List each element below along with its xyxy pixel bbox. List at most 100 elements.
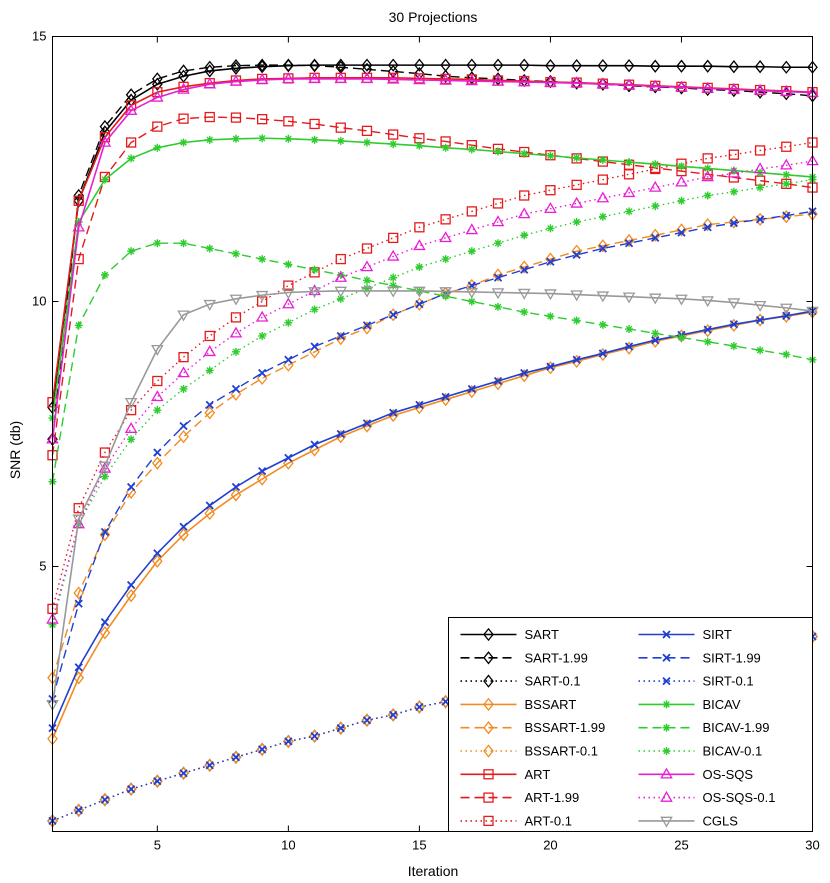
data-point-bssart-1-99 [99, 528, 111, 542]
data-point-sirt [126, 580, 136, 590]
data-point-cgls [544, 289, 557, 301]
data-point-os-sqs-0-1 [413, 239, 426, 251]
data-point-art-0-1 [283, 280, 294, 291]
data-point-bicav-0-1 [546, 224, 555, 233]
data-point-bicav [310, 135, 319, 144]
legend-marker [483, 792, 494, 803]
data-point-bicav-1-99 [494, 302, 503, 311]
data-point-cgls [360, 286, 374, 298]
data-point-os-sqs [255, 73, 269, 85]
data-point-bicav-1-99 [153, 239, 162, 248]
series-sart-1-99 [47, 58, 818, 446]
legend-label: SART-0.1 [525, 674, 581, 689]
data-point-art-0-1 [702, 153, 713, 164]
data-point-bssart-1-99 [73, 586, 85, 600]
data-point-os-sqs-0-1 [779, 158, 793, 170]
data-point-os-sqs [465, 74, 479, 86]
legend-entry-art-0-1: ART-0.1 [460, 813, 572, 828]
data-point-bicav-1-99 [74, 321, 83, 330]
data-point-os-sqs [753, 83, 767, 95]
data-point-art-1-99 [283, 116, 294, 127]
series-line-bicav-1-99 [51, 242, 813, 482]
data-point-bicav [520, 149, 529, 158]
x-tick-label: 30 [805, 838, 819, 853]
legend-entry-bssart-0-1: BSSART-0.1 [460, 744, 598, 759]
data-point-sirt-1-99 [153, 448, 162, 457]
data-point-cgls [517, 288, 531, 300]
data-point-bicav-0-1 [598, 212, 607, 221]
data-point-bicav [284, 134, 293, 143]
legend-marker [483, 674, 494, 688]
legend-label: ART-0.1 [525, 813, 572, 828]
data-point-sirt-1-99 [310, 342, 319, 351]
data-point-bicav [572, 153, 581, 162]
data-point-sirt-1-99 [782, 211, 791, 220]
data-point-bicav-1-99 [389, 281, 398, 290]
legend-marker [662, 630, 671, 639]
plot-area-frame [52, 36, 813, 832]
data-point-bssart-1-99 [597, 239, 609, 253]
data-point-sart [518, 58, 530, 72]
data-point-sirt [415, 400, 424, 409]
data-point-bicav-1-99 [782, 350, 791, 359]
data-point-sirt-1-99 [179, 421, 188, 431]
data-point-sirt [74, 663, 83, 672]
data-point-cgls [570, 290, 583, 302]
data-point-os-sqs-0-1 [439, 231, 452, 243]
series-bicav-0-1 [48, 175, 817, 629]
data-point-os-sqs [308, 72, 321, 84]
data-point-art-1-99 [125, 137, 137, 148]
legend-label: BICAV-0.1 [703, 744, 763, 759]
data-point-bssart-1-99 [361, 321, 373, 335]
data-point-os-sqs-0-1 [386, 249, 400, 261]
data-point-sart-1-99 [597, 77, 609, 91]
data-point-sirt-0-1 [310, 731, 319, 741]
series-sirt [48, 306, 817, 733]
data-point-bssart-1-99 [702, 217, 714, 232]
legend-label: OS-SQS-0.1 [703, 790, 776, 805]
data-point-sirt-0-1 [441, 697, 450, 706]
data-point-sirt-1-99 [284, 355, 293, 364]
data-point-sart-1-99 [309, 58, 320, 73]
data-point-os-sqs-0-1 [229, 326, 243, 338]
data-point-os-sqs-0-1 [177, 366, 190, 378]
legend-entry-sirt: SIRT [638, 627, 732, 642]
data-point-cgls [203, 299, 217, 311]
data-point-cgls [177, 310, 190, 322]
data-point-art-0-1 [728, 149, 740, 160]
series-cgls [46, 286, 819, 712]
series-line-cgls [51, 290, 813, 705]
data-point-os-sqs [203, 77, 217, 89]
data-point-bicav-1-99 [572, 316, 581, 325]
data-point-sirt-0-1 [231, 753, 241, 762]
data-point-sart [545, 58, 556, 73]
data-point-os-sqs [229, 74, 243, 86]
data-point-sirt [520, 368, 529, 378]
data-point-bicav [100, 175, 109, 184]
data-point-art-0-1 [519, 190, 530, 201]
series-line-art-0-1 [51, 141, 813, 610]
data-point-sirt-0-1 [284, 737, 293, 746]
data-point-os-sqs [491, 74, 505, 86]
data-point-art-1-99 [388, 129, 399, 140]
data-point-bicav [598, 155, 607, 164]
legend-label: BSSART [525, 697, 577, 712]
data-point-sirt-0-1 [258, 745, 267, 754]
data-point-cgls [727, 298, 741, 310]
data-point-art-0-1 [781, 141, 792, 152]
data-point-sirt-1-99 [362, 321, 372, 330]
data-point-bicav [153, 143, 162, 152]
data-point-os-sqs-0-1 [622, 186, 636, 198]
data-point-os-sqs [360, 72, 374, 84]
data-point-art [178, 81, 189, 92]
data-point-os-sqs [98, 135, 112, 147]
data-point-bicav-1-99 [677, 333, 686, 342]
data-point-cgls [675, 294, 688, 306]
legend-marker [662, 747, 671, 755]
series-line-bicav-0-1 [51, 178, 813, 625]
data-point-sart-1-99 [204, 60, 216, 74]
data-point-bicav-1-99 [651, 329, 660, 338]
data-point-os-sqs [177, 82, 190, 94]
data-point-art-0-1 [257, 296, 268, 307]
data-point-sirt-1-99 [520, 265, 529, 274]
